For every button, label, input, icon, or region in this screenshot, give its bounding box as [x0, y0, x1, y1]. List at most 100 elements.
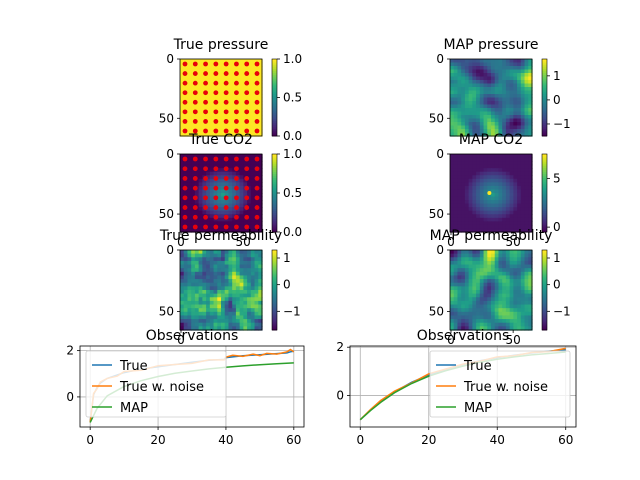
heatmap-cell	[483, 286, 488, 291]
heatmap-cell	[453, 297, 459, 302]
heatmap-cell	[183, 271, 189, 277]
colorbar-step	[272, 316, 277, 319]
heatmap-cell	[206, 178, 211, 183]
heatmap-cell	[468, 250, 473, 255]
colorbar-step	[542, 110, 547, 114]
heatmap-cell	[213, 104, 218, 109]
heatmap-cell	[228, 207, 233, 212]
heatmap-cell	[198, 304, 203, 309]
heatmap-cell	[513, 132, 518, 137]
heatmap-cell	[494, 326, 500, 331]
heatmap-cell	[509, 264, 514, 269]
heatmap-cell	[194, 315, 200, 320]
heatmap-cell	[198, 250, 203, 255]
heatmap-cell	[247, 87, 252, 92]
heatmap-cell	[224, 253, 230, 258]
heatmap-cell	[187, 200, 192, 205]
heatmap-cell	[232, 228, 237, 233]
colorbar-step	[272, 312, 277, 315]
heatmap-cell	[494, 311, 500, 317]
heatmap-cell	[450, 200, 455, 205]
heatmap-cell	[520, 253, 526, 258]
heatmap-cell	[258, 297, 263, 302]
heatmap-cell	[524, 129, 529, 134]
heatmap-cell	[235, 97, 241, 102]
heatmap-cell	[224, 257, 230, 262]
colorbar-step	[272, 171, 277, 174]
heatmap-cell	[239, 200, 244, 205]
heatmap-cell	[232, 87, 237, 92]
heatmap-cell	[464, 275, 470, 280]
heatmap-cell	[468, 217, 473, 222]
heatmap-cell	[483, 290, 488, 295]
heatmap-cell	[479, 62, 485, 67]
heatmap-cell	[239, 193, 244, 198]
heatmap-cell	[243, 104, 248, 109]
heatmap-cell	[180, 264, 185, 269]
heatmap-cell	[461, 319, 466, 324]
heatmap-cell	[520, 311, 526, 317]
heatmap-cell	[202, 66, 207, 71]
heatmap-cell	[206, 97, 211, 102]
heatmap-cell	[254, 115, 259, 120]
colorbar-step	[542, 312, 547, 315]
heatmap-cell	[509, 168, 514, 173]
colorbar-step	[272, 99, 277, 102]
heatmap-cell	[468, 164, 473, 169]
heatmap-cell	[450, 308, 455, 313]
heatmap-cell	[180, 76, 185, 81]
heatmap-cell	[494, 104, 500, 109]
heatmap-cell	[509, 196, 514, 201]
heatmap-cell	[505, 62, 511, 67]
heatmap-cell	[202, 210, 207, 215]
colorbar-step	[272, 68, 277, 72]
heatmap-cell	[472, 221, 477, 226]
heatmap-cell	[254, 87, 259, 92]
heatmap-cell	[202, 132, 207, 137]
heatmap-cell	[464, 115, 470, 120]
colorbar-step	[542, 84, 547, 87]
colorbar-step	[542, 194, 547, 198]
heatmap-cell	[239, 221, 244, 226]
heatmap-cell	[472, 161, 477, 166]
heatmap-cell	[498, 157, 503, 162]
heatmap-cell	[509, 315, 514, 320]
heatmap-cell	[202, 228, 207, 233]
axes-frame	[79, 345, 305, 428]
heatmap-cell	[472, 257, 477, 262]
heatmap-cell	[198, 210, 203, 215]
colorbar-step	[542, 316, 547, 319]
heatmap-cell	[228, 203, 233, 208]
heatmap-cell	[453, 290, 459, 295]
heatmap-cell	[180, 132, 185, 137]
heatmap-cell	[224, 293, 230, 298]
heatmap-cell	[464, 196, 470, 201]
heatmap-cell	[194, 83, 200, 88]
heatmap-cell	[250, 196, 256, 201]
heatmap-cell	[464, 319, 470, 324]
heatmap-cell	[258, 76, 263, 81]
heatmap-cell	[468, 182, 473, 187]
heatmap-cell	[487, 175, 492, 180]
heatmap-cell	[476, 250, 481, 255]
heatmap-cell	[479, 203, 485, 208]
heatmap-cell	[498, 286, 503, 291]
heatmap-cell	[213, 193, 218, 198]
heatmap-cell	[247, 290, 252, 295]
colorbar-step	[542, 310, 547, 313]
heatmap-cell	[453, 311, 459, 317]
heatmap-cell	[509, 268, 514, 273]
heatmap-cell	[254, 182, 259, 187]
heatmap-cell	[491, 161, 496, 166]
well-point	[244, 99, 250, 105]
well-point	[234, 205, 239, 210]
heatmap-cell	[505, 304, 511, 309]
heatmap-cell	[450, 319, 455, 324]
heatmap-cell	[513, 185, 518, 191]
heatmap-cell	[502, 282, 507, 287]
heatmap-cell	[509, 182, 514, 187]
heatmap-cell	[472, 118, 477, 123]
heatmap-cell	[505, 221, 511, 226]
heatmap-cell	[198, 132, 203, 137]
heatmap-cell	[239, 315, 244, 320]
